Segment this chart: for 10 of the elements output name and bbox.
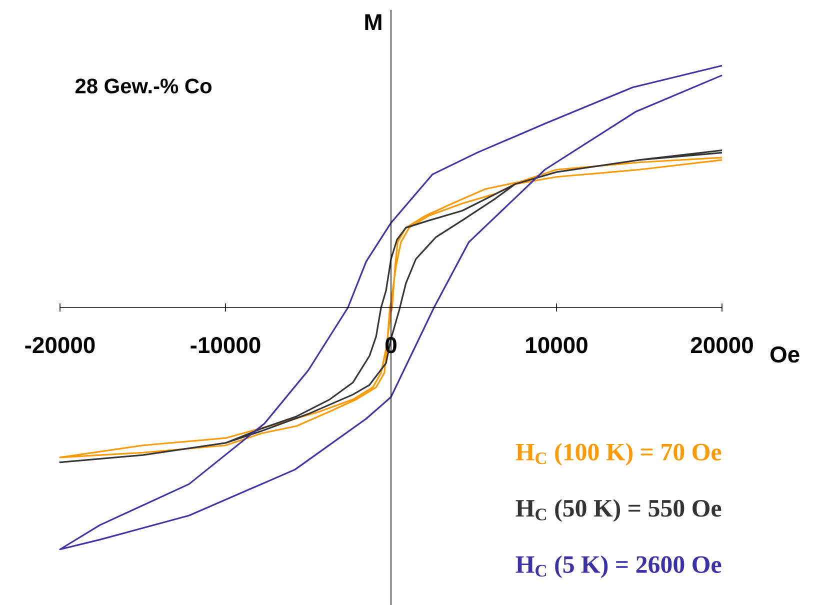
x-tick-label: 20000: [690, 337, 753, 354]
annotation: 28 Gew.-% Co: [75, 78, 212, 94]
x-tick-label: 10000: [526, 337, 588, 354]
x-axis-title: Oe: [770, 346, 800, 363]
text: H$_{C}$ (100 K) = 70 Oe: [516, 442, 722, 466]
x-tick-label: -20000: [25, 337, 95, 354]
y-axis-title: M: [365, 14, 382, 30]
text: H$_{C}$ (5 K) = 2600 Oe: [516, 555, 722, 578]
text: H$_{C}$ (50 K) = 550 Oe: [516, 499, 722, 522]
x-tick-label: -10000: [190, 337, 260, 354]
